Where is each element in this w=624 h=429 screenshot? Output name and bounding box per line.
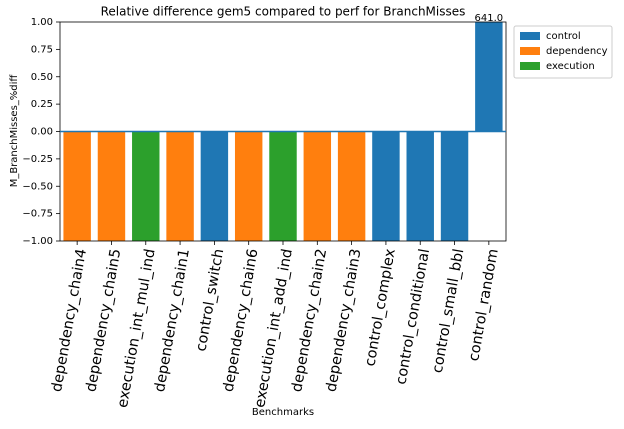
bar (303, 131, 332, 241)
legend-swatch (520, 62, 540, 70)
plot-area (63, 22, 503, 241)
chart-title: Relative difference gem5 compared to per… (101, 5, 466, 19)
legend-label: dependency (546, 46, 608, 57)
bar (132, 131, 160, 241)
y-tick-label: 0.75 (31, 44, 53, 55)
y-tick-label: 0.25 (31, 99, 53, 110)
legend-swatch (520, 32, 540, 40)
legend-label: control (546, 31, 581, 42)
bar (166, 131, 194, 241)
bar (372, 131, 400, 241)
y-tick-label: −0.25 (22, 154, 53, 165)
y-tick-label: −0.75 (22, 209, 53, 220)
legend-swatch (520, 47, 540, 55)
bar (234, 131, 263, 241)
bar (475, 22, 503, 132)
y-tick-label: −1.00 (22, 236, 53, 247)
value-label: 641.0 (475, 13, 504, 24)
x-axis-label: Benchmarks (252, 407, 314, 418)
bar (97, 131, 126, 241)
legend-label: execution (546, 61, 595, 72)
y-axis-label: M_BranchMisses_%diff (9, 74, 20, 188)
bar (63, 131, 91, 241)
y-tick-label: 0.50 (31, 72, 53, 83)
bar (440, 131, 469, 241)
bar (337, 131, 366, 241)
bar (406, 131, 434, 241)
bar (269, 131, 297, 241)
y-tick-label: −0.50 (22, 181, 53, 192)
y-tick-label: 1.00 (31, 17, 53, 28)
y-tick-label: 0.00 (31, 127, 53, 138)
bar (200, 131, 229, 241)
